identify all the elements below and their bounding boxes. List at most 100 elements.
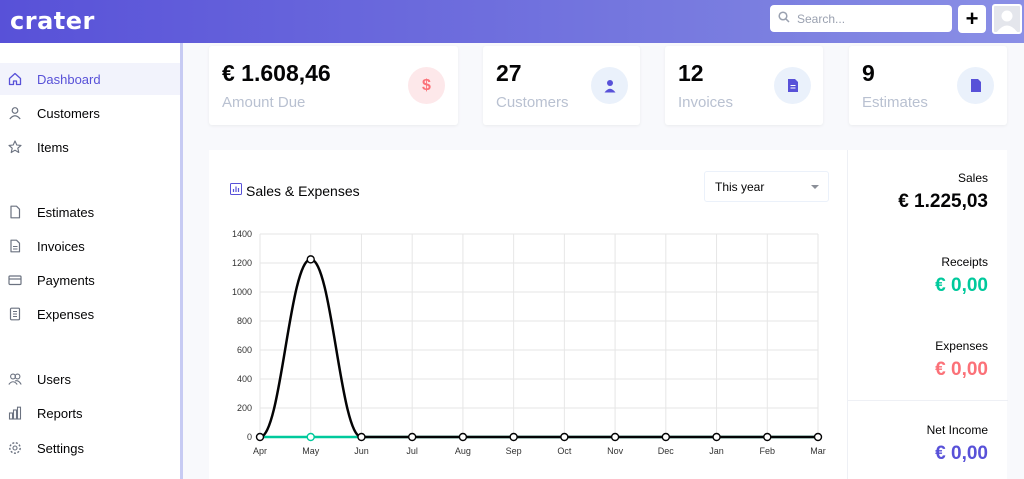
user-icon bbox=[591, 67, 628, 104]
data-point bbox=[255, 432, 265, 442]
sidebar-item-label: Customers bbox=[37, 105, 100, 121]
x-tick-label: Jan bbox=[709, 446, 724, 456]
document-text-icon bbox=[774, 67, 811, 104]
y-tick-label: 1000 bbox=[232, 287, 252, 297]
chart-bar-icon bbox=[8, 406, 22, 420]
data-point bbox=[458, 432, 468, 442]
expenses-label: Expenses bbox=[935, 339, 988, 353]
sidebar-item-label: Invoices bbox=[37, 238, 85, 254]
x-tick-label: Feb bbox=[760, 446, 776, 456]
sidebar-item-label: Users bbox=[37, 371, 71, 387]
sidebar: Dashboard Customers Items Estimates Invo… bbox=[0, 43, 180, 479]
user-icon bbox=[8, 106, 22, 120]
x-tick-label: Oct bbox=[557, 446, 572, 456]
x-tick-label: Jul bbox=[406, 446, 418, 456]
sidebar-item-label: Dashboard bbox=[37, 71, 101, 87]
customers-count: 27 bbox=[496, 60, 522, 86]
sidebar-divider bbox=[180, 43, 183, 479]
net-income-label: Net Income bbox=[926, 423, 988, 437]
customers-label: Customers bbox=[496, 94, 569, 111]
sidebar-item-invoices[interactable]: Invoices bbox=[0, 230, 180, 262]
y-tick-label: 1400 bbox=[232, 229, 252, 239]
users-icon bbox=[8, 372, 22, 386]
sales-label: Sales bbox=[957, 171, 988, 185]
add-new-button[interactable]: + bbox=[958, 5, 986, 33]
sidebar-item-settings[interactable]: Settings bbox=[0, 432, 180, 464]
sidebar-item-expenses[interactable]: Expenses bbox=[0, 298, 180, 330]
sidebar-item-customers[interactable]: Customers bbox=[0, 97, 180, 129]
sidebar-item-label: Payments bbox=[37, 272, 95, 288]
data-point bbox=[661, 432, 671, 442]
period-select-value: This year bbox=[715, 179, 765, 194]
estimates-count: 9 bbox=[862, 60, 875, 86]
sidebar-item-label: Estimates bbox=[37, 204, 95, 220]
estimates-label: Estimates bbox=[862, 94, 928, 111]
search-input[interactable] bbox=[797, 11, 937, 26]
user-avatar-icon bbox=[996, 10, 1018, 32]
receipt-icon bbox=[8, 307, 22, 321]
sidebar-item-label: Settings bbox=[37, 440, 84, 456]
estimates-card[interactable]: 9 Estimates bbox=[849, 46, 1007, 125]
amount-due-label: Amount Due bbox=[222, 94, 306, 111]
sales-value: € 1.225,03 bbox=[898, 191, 988, 212]
sales-expenses-chart-panel: Sales & Expenses This year 0 200 400 600 800… bbox=[209, 150, 847, 479]
amount-due-value: € 1.608,46 bbox=[222, 60, 331, 86]
period-select[interactable]: This year bbox=[704, 171, 829, 202]
x-tick-label: May bbox=[302, 446, 320, 456]
x-tick-label: Jun bbox=[354, 446, 369, 456]
credit-card-icon bbox=[8, 273, 22, 287]
data-point bbox=[712, 432, 721, 442]
sidebar-item-items[interactable]: Items bbox=[0, 131, 180, 163]
y-tick-label: 400 bbox=[237, 374, 252, 384]
y-tick-label: 0 bbox=[247, 432, 252, 442]
y-tick-label: 200 bbox=[237, 403, 252, 413]
series-line bbox=[259, 258, 818, 439]
logo[interactable]: crater bbox=[10, 7, 95, 35]
y-tick-label: 800 bbox=[237, 316, 252, 326]
chart-bar-icon bbox=[230, 182, 242, 200]
sidebar-item-payments[interactable]: Payments bbox=[0, 264, 180, 296]
search-box[interactable] bbox=[770, 5, 952, 32]
customers-card[interactable]: 27 Customers bbox=[483, 46, 640, 125]
y-tick-label: 1200 bbox=[232, 258, 252, 268]
document-icon bbox=[957, 67, 994, 104]
chart-title: Sales & Expenses bbox=[230, 182, 360, 200]
cog-icon bbox=[8, 441, 22, 455]
receipts-value: € 0,00 bbox=[935, 275, 988, 296]
invoices-label: Invoices bbox=[678, 94, 734, 111]
x-tick-label: Sep bbox=[506, 446, 522, 456]
app-header: crater + bbox=[0, 0, 1024, 43]
data-point bbox=[813, 432, 823, 442]
amount-due-card[interactable]: € 1.608,46 Amount Due $ bbox=[209, 46, 458, 125]
receipts-label: Receipts bbox=[941, 255, 988, 269]
sidebar-item-dashboard[interactable]: Dashboard bbox=[0, 63, 180, 95]
data-point bbox=[407, 432, 417, 442]
sidebar-item-label: Items bbox=[37, 139, 69, 155]
sidebar-item-estimates[interactable]: Estimates bbox=[0, 196, 180, 228]
avatar[interactable] bbox=[992, 4, 1022, 34]
sidebar-item-reports[interactable]: Reports bbox=[0, 397, 180, 429]
invoices-count: 12 bbox=[678, 60, 704, 86]
net-income-value: € 0,00 bbox=[935, 443, 988, 464]
x-tick-label: Nov bbox=[607, 446, 624, 456]
line-chart: 0 200 400 600 800 1000 1200 1400 Apr May Jun Jul Aug… bbox=[232, 229, 826, 456]
data-point bbox=[763, 432, 772, 442]
invoices-card[interactable]: 12 Invoices bbox=[665, 46, 823, 125]
y-tick-label: 600 bbox=[237, 345, 252, 355]
search-icon bbox=[778, 10, 790, 28]
chevron-down-icon bbox=[811, 185, 819, 189]
expenses-value: € 0,00 bbox=[935, 359, 988, 380]
data-point bbox=[306, 255, 315, 264]
data-point bbox=[610, 432, 620, 442]
x-tick-label: Mar bbox=[810, 446, 826, 456]
chart-title-text: Sales & Expenses bbox=[246, 183, 360, 199]
x-tick-label: Dec bbox=[658, 446, 675, 456]
sidebar-item-label: Expenses bbox=[37, 306, 95, 322]
data-point bbox=[560, 432, 569, 442]
sidebar-item-users[interactable]: Users bbox=[0, 363, 180, 395]
home-icon bbox=[8, 72, 22, 86]
x-tick-label: Aug bbox=[455, 446, 471, 456]
document-text-icon bbox=[8, 239, 22, 253]
star-icon bbox=[8, 140, 22, 154]
summary-panel: Sales € 1.225,03 Receipts € 0,00 Expense… bbox=[847, 150, 1008, 479]
